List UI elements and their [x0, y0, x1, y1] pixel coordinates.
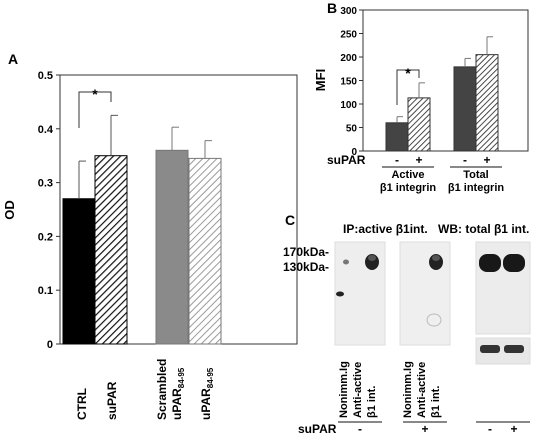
- y-tick-label: 0.3: [38, 178, 53, 190]
- ip-title: IP:active β1int.: [343, 222, 428, 236]
- lane-label-3: Nonimm.Ig: [402, 361, 414, 418]
- wb-condition-minus: -: [488, 422, 492, 436]
- lane-label-4: Anti-active: [416, 362, 428, 418]
- panel-c-condition-label: suPAR: [298, 422, 337, 436]
- group-label: Active: [391, 169, 424, 181]
- marker-170: 170kDa-: [283, 245, 329, 259]
- x-tick-label: suPAR: [105, 381, 119, 420]
- panel-a-letter: A: [8, 51, 18, 67]
- bar: [385, 122, 409, 152]
- x-tick-label: Scrambled: [155, 359, 169, 420]
- y-tick-label: 0: [47, 339, 53, 351]
- panel-b-significance: *: [396, 65, 420, 105]
- panel-b-condition-label: suPAR: [327, 153, 366, 167]
- lane-label-1: Nonimm.Ig: [338, 361, 350, 418]
- panel-a-y-axis-label: OD: [2, 200, 17, 220]
- blot-membrane-2: [399, 241, 451, 346]
- significance-star: *: [405, 65, 411, 81]
- blot-band: [336, 291, 344, 297]
- condition-label: +: [415, 153, 422, 167]
- group-label: Total: [463, 169, 488, 181]
- blot-band: [503, 254, 525, 272]
- wb-condition-plus: +: [510, 422, 517, 436]
- significance-bracket: [78, 91, 112, 128]
- blot-band: [479, 254, 501, 272]
- panel-c: C IP:active β1int. WB: total β1 int. 170…: [283, 212, 531, 436]
- x-tick-label: uPAR84-95: [170, 367, 186, 420]
- lane-label-2b: β1 int.: [366, 386, 378, 418]
- bar: [155, 149, 189, 345]
- y-tick-label: 50: [346, 124, 358, 135]
- y-tick-label: 100: [340, 100, 357, 111]
- bar: [62, 198, 96, 345]
- bar: [475, 54, 499, 152]
- condition-label: -: [463, 153, 467, 167]
- blot-artifact: [426, 313, 442, 327]
- y-tick-label: 150: [340, 77, 357, 88]
- bar: [188, 157, 222, 345]
- y-tick-label: 0.1: [38, 285, 53, 297]
- wb-title: WB: total β1 int.: [438, 222, 529, 236]
- y-tick-label: 0.4: [38, 124, 54, 136]
- panel-b-bars: [385, 36, 499, 152]
- blot-band: [504, 345, 524, 353]
- panel-b-letter: B: [327, 0, 337, 16]
- y-tick-label: 0: [351, 147, 357, 158]
- panel-a: A OD 0 0.1 0.2 0.3 0.4 0.5 CTRL suPAR Scrambled…: [2, 51, 298, 420]
- y-tick-label: 200: [340, 53, 357, 64]
- blot-band: [480, 345, 500, 353]
- lane-label-2: Anti-active: [352, 362, 364, 418]
- significance-star: *: [92, 86, 98, 102]
- marker-130: 130kDa-: [283, 260, 329, 274]
- x-tick-label: CTRL: [75, 388, 89, 420]
- panel-a-significance: *: [78, 86, 112, 128]
- lane-label-4b: β1 int.: [430, 386, 442, 418]
- y-tick-label: 250: [340, 30, 357, 41]
- bar: [453, 66, 477, 152]
- group-label-line2: β1 integrin: [448, 182, 505, 194]
- bar: [94, 155, 128, 345]
- panel-b-y-ticks: 0 50 100 150 200 250 300: [340, 6, 363, 158]
- group-label-line2: β1 integrin: [380, 182, 437, 194]
- x-tick-label: uPAR84-95: [199, 367, 215, 420]
- blot-band: [368, 255, 376, 261]
- lane-condition-1: -: [358, 422, 362, 436]
- y-tick-label: 0.2: [38, 231, 53, 243]
- panel-a-y-ticks: 0 0.1 0.2 0.3 0.4 0.5: [38, 70, 60, 351]
- lane-condition-2: +: [421, 422, 428, 436]
- condition-label: +: [483, 153, 490, 167]
- condition-label: -: [395, 153, 399, 167]
- y-tick-label: 0.5: [38, 70, 53, 82]
- blot-band: [343, 259, 349, 265]
- panel-c-letter: C: [285, 212, 295, 228]
- blot-band: [432, 255, 440, 261]
- bar: [407, 97, 431, 152]
- significance-bracket: [396, 69, 420, 105]
- panel-b-y-axis-label: MFI: [313, 69, 328, 91]
- panel-a-bars: [62, 114, 222, 345]
- y-tick-label: 300: [340, 6, 357, 17]
